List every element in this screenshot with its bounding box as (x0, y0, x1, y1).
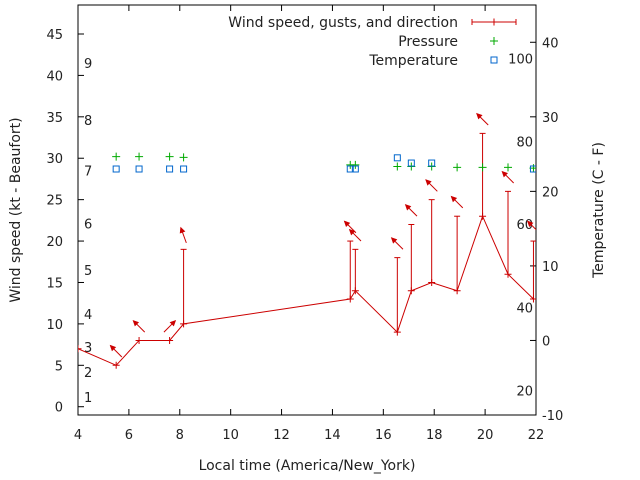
x-tick-label: 18 (426, 428, 443, 443)
y-axis-label-right: Temperature (C - F) (591, 142, 607, 279)
wind-point (135, 336, 143, 344)
fahrenheit-label: 40 (516, 302, 533, 317)
y-axis-label-left: Wind speed (kt - Beaufort) (8, 117, 24, 302)
temperature-point (166, 165, 174, 173)
temperature-point (180, 165, 188, 173)
beaufort-label: 6 (84, 218, 92, 233)
x-tick-label: 10 (222, 428, 239, 443)
temperature-point (346, 165, 354, 173)
pressure-point (504, 163, 513, 172)
legend-label-wind: Wind speed, gusts, and direction (228, 15, 458, 31)
beaufort-label: 5 (84, 264, 92, 279)
y-tick-label-left: 20 (46, 235, 63, 250)
wind-arrow-head (404, 204, 412, 211)
y-tick-label-right: 40 (542, 36, 559, 51)
temperature-point (393, 154, 401, 162)
wind-arrow-head (450, 195, 458, 203)
plot-data (78, 112, 536, 369)
fahrenheit-label: 20 (516, 384, 533, 399)
legend-label-pressure: Pressure (398, 34, 458, 50)
wind-arrow-head (109, 344, 117, 352)
plot-layer: 4 6 8 10 12 14 16 18 20 22051015202530354045-1001… (46, 4, 563, 443)
y-tick-label-right: 0 (542, 334, 550, 349)
wind-arrow-head (390, 237, 398, 244)
x-tick-label: 6 (125, 428, 133, 443)
wind-speed-line (78, 214, 534, 366)
pressure-point (453, 163, 462, 172)
beaufort-label: 4 (84, 308, 92, 323)
wind-arrow-head (348, 228, 356, 236)
pressure-point (393, 162, 402, 171)
pressure-point (165, 152, 174, 161)
beaufort-label: 2 (84, 366, 92, 381)
x-tick-label: 8 (176, 428, 184, 443)
y-tick-label-left: 40 (46, 69, 63, 84)
wind-arrow-head (526, 220, 534, 228)
beaufort-label: 8 (84, 114, 92, 129)
x-axis-label: Local time (America/New_York) (199, 458, 416, 474)
y-tick-label-left: 45 (46, 28, 63, 43)
beaufort-label: 9 (84, 57, 92, 72)
x-tick-label: 12 (273, 428, 290, 443)
beaufort-label: 7 (84, 165, 92, 180)
x-tick-label: 4 (74, 428, 82, 443)
y-tick-label-right: 20 (542, 185, 559, 200)
wind-arrow-head (343, 220, 351, 228)
y-tick-label-left: 25 (46, 194, 63, 209)
x-tick-label: 14 (324, 428, 341, 443)
pressure-point (135, 152, 144, 161)
wind-arrow-head (132, 319, 140, 327)
y-tick-label-left: 15 (46, 276, 63, 291)
pressure-point (478, 163, 487, 172)
fahrenheit-label: 100 (508, 53, 533, 68)
pressure-point (179, 153, 188, 162)
x-tick-label: 20 (477, 428, 494, 443)
legend-key-pressure (490, 37, 498, 45)
wind-arrow-head (179, 226, 186, 234)
wind-arrow-head (169, 319, 177, 327)
temperature-point (529, 165, 536, 173)
legend: Wind speed, gusts, and direction Pressur… (228, 15, 517, 69)
y-tick-label-left: 5 (55, 359, 63, 374)
wind-arrow-head (476, 112, 483, 120)
temperature-point (428, 159, 436, 167)
wind-point (112, 361, 120, 369)
wind-point (78, 345, 82, 353)
legend-label-temperature: Temperature (368, 53, 458, 69)
beaufort-label: 3 (84, 341, 92, 356)
y-tick-label-right: 10 (542, 260, 559, 275)
beaufort-label: 1 (84, 391, 92, 406)
pressure-point (351, 160, 360, 169)
temperature-point (407, 159, 415, 167)
wind-point (166, 336, 174, 344)
wind-arrow-head (501, 170, 508, 178)
legend-key-temperature (490, 56, 498, 64)
y-tick-label-left: 0 (55, 401, 63, 416)
fahrenheit-label: 80 (516, 135, 533, 150)
wind-arrow-head (425, 179, 432, 186)
temperature-point (351, 165, 359, 173)
temperature-point (135, 165, 143, 173)
y-tick-label-right: -10 (542, 409, 563, 424)
pressure-point (112, 152, 121, 161)
x-tick-label: 16 (375, 428, 392, 443)
temperature-point (112, 165, 120, 173)
plot-frame (77, 4, 537, 416)
y-tick-label-left: 10 (46, 318, 63, 333)
y-tick-label-left: 30 (46, 152, 63, 167)
y-tick-label-left: 35 (46, 111, 63, 126)
y-tick-label-right: 30 (542, 111, 559, 126)
x-tick-label: 22 (528, 428, 545, 443)
